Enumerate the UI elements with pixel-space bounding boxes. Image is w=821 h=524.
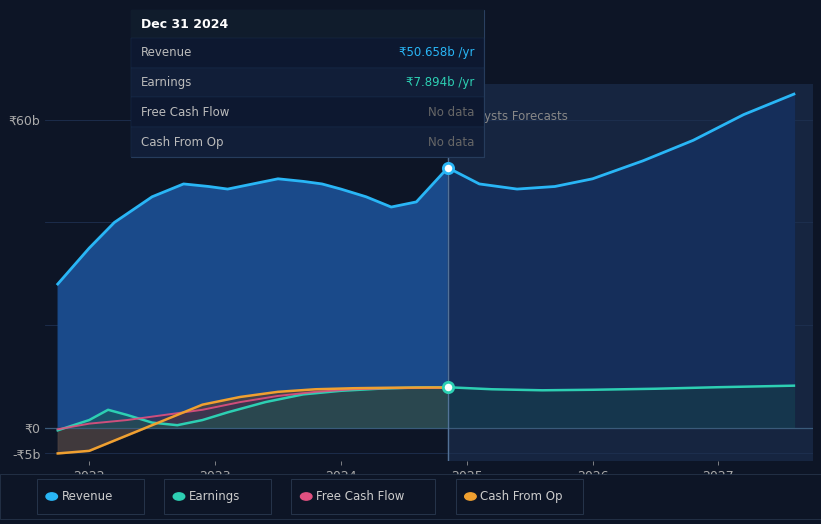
Text: No data: No data bbox=[429, 106, 475, 119]
Text: Analysts Forecasts: Analysts Forecasts bbox=[458, 110, 568, 123]
Text: Cash From Op: Cash From Op bbox=[141, 136, 223, 149]
Text: Free Cash Flow: Free Cash Flow bbox=[316, 490, 405, 503]
Text: Earnings: Earnings bbox=[189, 490, 241, 503]
Text: ₹7.894b /yr: ₹7.894b /yr bbox=[406, 76, 475, 89]
Text: No data: No data bbox=[429, 136, 475, 149]
Text: Past: Past bbox=[413, 110, 438, 123]
Bar bbox=[447, 84, 813, 461]
Text: Revenue: Revenue bbox=[141, 46, 193, 59]
Text: Free Cash Flow: Free Cash Flow bbox=[141, 106, 230, 119]
Text: Cash From Op: Cash From Op bbox=[480, 490, 562, 503]
Point bbox=[441, 163, 454, 172]
Text: Earnings: Earnings bbox=[141, 76, 193, 89]
Text: Dec 31 2024: Dec 31 2024 bbox=[141, 18, 228, 30]
Text: Revenue: Revenue bbox=[62, 490, 113, 503]
Text: ₹50.658b /yr: ₹50.658b /yr bbox=[399, 46, 475, 59]
Point bbox=[441, 383, 454, 391]
